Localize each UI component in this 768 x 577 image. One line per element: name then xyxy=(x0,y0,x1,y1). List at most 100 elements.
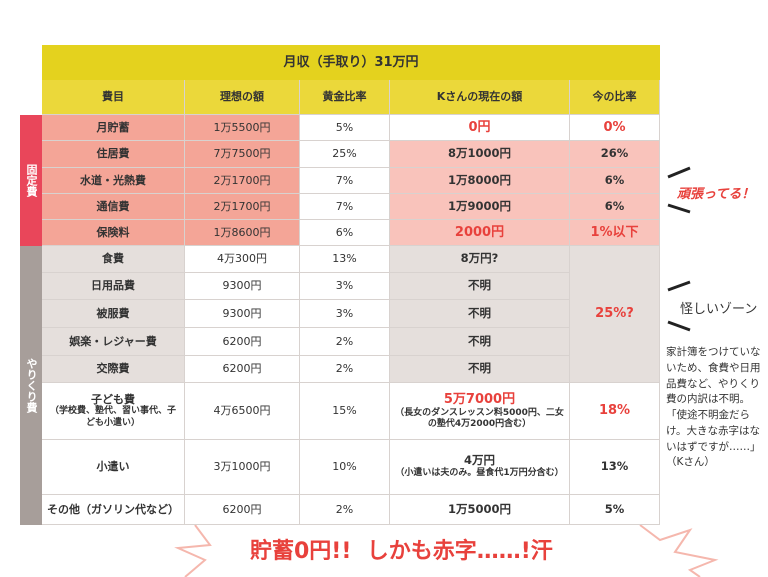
golden: 2% xyxy=(335,334,354,348)
golden: 13% xyxy=(332,252,357,266)
cell-item: 月貯蓄 xyxy=(42,115,185,141)
cell-item: 娯楽・レジャー費 xyxy=(42,328,185,356)
current: 不明 xyxy=(468,361,491,376)
item: その他（ガソリン代など） xyxy=(47,502,179,516)
cell-golden: 2% xyxy=(300,356,390,383)
ideal: 9300円 xyxy=(222,306,262,320)
table-title: 月収（手取り）31万円 xyxy=(42,45,660,80)
golden: 3% xyxy=(335,279,354,293)
cell-current: 4万円 （小遣いは夫のみ。昼食代1万円分含む） xyxy=(390,440,570,495)
golden: 3% xyxy=(335,306,354,320)
ratio: 13% xyxy=(600,459,629,474)
cell-golden: 7% xyxy=(300,194,390,220)
current: 1万5000円 xyxy=(447,501,511,516)
column-header: 理想の額 xyxy=(185,80,300,115)
item: 月貯蓄 xyxy=(96,120,130,134)
cell-item: 食費 xyxy=(42,246,185,273)
golden: 6% xyxy=(335,225,354,239)
cell-current: 1万9000円 xyxy=(390,194,570,220)
golden: 5% xyxy=(335,120,354,134)
column-header: 今の比率 xyxy=(570,80,660,115)
ratio: 18% xyxy=(598,403,631,419)
cell-ideal: 2万1700円 xyxy=(185,194,300,220)
cell-ratio: 18% xyxy=(570,383,660,440)
cell-current: 不明 xyxy=(390,356,570,383)
group-label: 固定費 xyxy=(20,115,42,246)
cell-golden: 15% xyxy=(300,383,390,440)
mark xyxy=(667,320,691,332)
comment: 家計簿をつけていないため、食費や日用品費など、やりくり費の内訳は不明。「使途不明… xyxy=(666,346,761,469)
ratio: 0% xyxy=(603,119,626,135)
current: 1万9000円 xyxy=(447,198,511,213)
item: 水道・光熱費 xyxy=(80,173,146,187)
cell-ratio: 0% xyxy=(570,115,660,141)
current: 不明 xyxy=(468,305,491,320)
current-note: （小遣いは夫のみ。昼食代1万円分含む） xyxy=(395,468,564,479)
cell-current: 8万1000円 xyxy=(390,141,570,168)
cell-golden: 7% xyxy=(300,168,390,194)
mark xyxy=(667,280,691,292)
golden: 15% xyxy=(332,404,357,418)
ideal: 3万1000円 xyxy=(213,460,271,474)
current: 1万8000円 xyxy=(447,172,511,187)
merged-ratio: 25%? xyxy=(570,246,660,383)
annotation: 頑張ってる！ xyxy=(677,187,755,202)
footer: 貯蓄0円!! しかも赤字……!汗 xyxy=(250,539,553,564)
current: 不明 xyxy=(468,278,491,293)
item: 住居費 xyxy=(96,147,130,161)
current: 0円 xyxy=(468,119,491,135)
cell-golden: 25% xyxy=(300,141,390,168)
current: 4万円 xyxy=(463,453,495,468)
cell-golden: 2% xyxy=(300,495,390,525)
current: 2000円 xyxy=(454,224,505,240)
ideal: 2万1700円 xyxy=(213,173,271,187)
item: 通信費 xyxy=(96,199,130,213)
cell-current: 不明 xyxy=(390,328,570,356)
cell-current: 5万7000円 （長女のダンスレッスン料5000円、二女の塾代4万2000円含む） xyxy=(390,383,570,440)
cell-golden: 13% xyxy=(300,246,390,273)
current: 5万7000円 xyxy=(443,391,516,407)
cell-golden: 5% xyxy=(300,115,390,141)
current: 8万1000円 xyxy=(447,146,511,161)
cell-ratio: 5% xyxy=(570,495,660,525)
item: 保険料 xyxy=(96,225,130,239)
ratio: 6% xyxy=(604,198,625,213)
ideal: 1万5500円 xyxy=(213,120,271,134)
ideal: 4万6500円 xyxy=(213,404,271,418)
cell-ideal: 4万6500円 xyxy=(185,383,300,440)
golden: 2% xyxy=(335,502,354,516)
cell-ideal: 6200円 xyxy=(185,328,300,356)
group-label: やりくり費 xyxy=(20,246,42,525)
golden: 10% xyxy=(332,460,357,474)
cell-ratio: 26% xyxy=(570,141,660,168)
cell-item: その他（ガソリン代など） xyxy=(42,495,185,525)
cell-item: 通信費 xyxy=(42,194,185,220)
item: 食費 xyxy=(102,252,124,266)
ideal: 7万7500円 xyxy=(213,147,271,161)
cell-current: 8万円? xyxy=(390,246,570,273)
cell-item: 保険料 xyxy=(42,220,185,246)
cell-item: 住居費 xyxy=(42,141,185,168)
ideal: 6200円 xyxy=(222,362,262,376)
ratio: 1%以下 xyxy=(590,224,639,240)
cell-current: 2000円 xyxy=(390,220,570,246)
item: 被服費 xyxy=(96,306,130,320)
ideal: 6200円 xyxy=(222,502,262,516)
cell-ideal: 6200円 xyxy=(185,495,300,525)
column-header: 費目 xyxy=(42,80,185,115)
cell-current: 1万5000円 xyxy=(390,495,570,525)
cell-ratio: 6% xyxy=(570,168,660,194)
ratio: 26% xyxy=(600,146,629,161)
cell-item: 子ども費 （学校費、塾代、習い事代、子ども小遣い） xyxy=(42,383,185,440)
current: 8万円? xyxy=(460,251,499,266)
cell-ideal: 9300円 xyxy=(185,300,300,328)
mark xyxy=(667,166,691,179)
cell-golden: 3% xyxy=(300,273,390,300)
cell-golden: 2% xyxy=(300,328,390,356)
item: 日用品費 xyxy=(91,279,135,293)
burst-right xyxy=(639,524,719,577)
current-note: （長女のダンスレッスン料5000円、二女の塾代4万2000円含む） xyxy=(395,407,564,429)
cell-item: 交際費 xyxy=(42,356,185,383)
